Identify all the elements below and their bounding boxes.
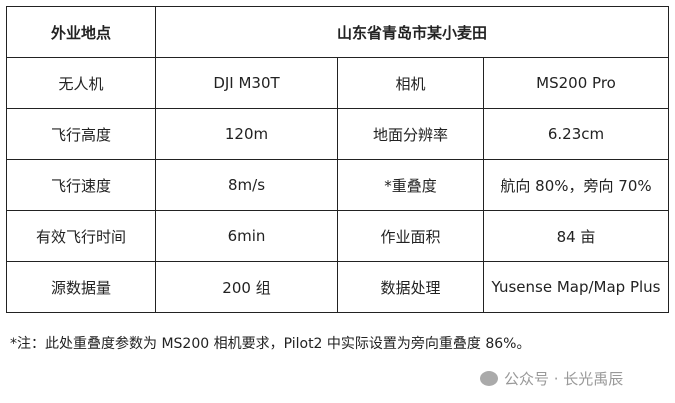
table-value-cell: 航向 80%，旁向 70% — [482, 159, 670, 211]
table-label-cell: *重叠度 — [337, 159, 484, 211]
table-row: 无人机 DJI M30T 相机 MS200 Pro — [6, 57, 670, 109]
table-row: 飞行速度 8m/s *重叠度 航向 80%，旁向 70% — [6, 159, 670, 211]
table-value-cell: 6min — [155, 210, 338, 262]
table-label-cell: 飞行高度 — [6, 108, 156, 160]
footnote: *注：此处重叠度参数为 MS200 相机要求，Pilot2 中实际设置为旁向重叠… — [10, 336, 531, 352]
table-label-cell: 源数据量 — [6, 261, 156, 313]
table-label-cell: 无人机 — [6, 57, 156, 109]
table-label-cell: 飞行速度 — [6, 159, 156, 211]
table-row: 飞行高度 120m 地面分辨率 6.23cm — [6, 108, 670, 160]
watermark-text: 公众号 · 长光禹辰 — [504, 370, 624, 388]
table-label-cell: 数据处理 — [337, 261, 484, 313]
table-label-cell: 相机 — [337, 57, 484, 109]
table-label-cell: 作业面积 — [337, 210, 484, 262]
table-value-cell: 200 组 — [155, 261, 338, 313]
table-row: 有效飞行时间 6min 作业面积 84 亩 — [6, 210, 670, 262]
table-value-cell: 120m — [155, 108, 338, 160]
table-value-cell: 6.23cm — [482, 108, 670, 160]
table-row: 源数据量 200 组数据处理 Yusense Map/Map Plus — [6, 261, 670, 313]
watermark: 公众号 · 长光禹辰 — [480, 368, 623, 389]
table-value-cell: Yusense Map/Map Plus — [482, 261, 670, 313]
table-value-cell: 8m/s — [155, 159, 338, 211]
flight-parameters-table: 外业地点 山东省青岛市某小麦田 无人机 DJI M30T 相机 MS200 Pro 飞行… — [6, 6, 670, 313]
table-value-cell: 84 亩 — [482, 210, 670, 262]
header-value: 山东省青岛市某小麦田 — [154, 6, 670, 58]
table-value-cell: MS200 Pro — [482, 57, 670, 109]
table-label-cell: 有效飞行时间 — [6, 210, 156, 262]
wechat-icon — [480, 371, 498, 386]
table-label-cell: 地面分辨率 — [337, 108, 484, 160]
header-label: 外业地点 — [6, 6, 156, 58]
table-value-cell: DJI M30T — [155, 57, 338, 109]
table-header-row: 外业地点 山东省青岛市某小麦田 — [6, 6, 670, 58]
